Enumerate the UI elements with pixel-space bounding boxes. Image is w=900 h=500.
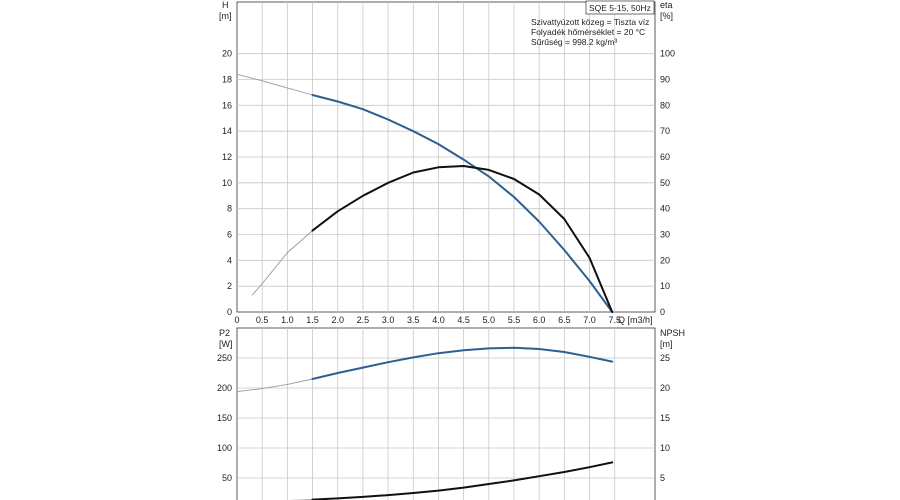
bottom-series: [237, 348, 612, 500]
bottom-y-right-label-2: [m]: [660, 339, 673, 349]
annotation-temperature: Folyadék hőmérséklet = 20 °C: [531, 27, 645, 37]
annotation-density: Sűrűség = 998.2 kg/m³: [531, 37, 617, 47]
x-tick-label: 1.5: [306, 315, 319, 325]
y-right-tick-label: 50: [660, 178, 670, 188]
bottom-y-left-label-2: [W]: [219, 339, 233, 349]
series-line-top-0: [313, 95, 613, 312]
y-right-tick-label: 100: [660, 49, 675, 59]
bottom-y-right-label-1: NPSH: [660, 328, 685, 338]
y-left-tick-label: 6: [227, 230, 232, 240]
y-right-tick-label: 40: [660, 204, 670, 214]
bottom-grid: [237, 328, 655, 500]
y-right-tick-label: 5: [660, 473, 665, 483]
top-x-axis-label: Q [m3/h]: [618, 315, 653, 325]
top-y-right-label-1: eta: [660, 0, 673, 10]
y-right-tick-label: 25: [660, 353, 670, 363]
bottom-plot-frame: [237, 328, 655, 500]
y-right-tick-label: 60: [660, 152, 670, 162]
y-left-tick-label: 250: [217, 353, 232, 363]
x-tick-label: 4.0: [432, 315, 445, 325]
y-left-tick-label: 8: [227, 204, 232, 214]
x-tick-label: 2.5: [357, 315, 370, 325]
x-tick-label: 2.0: [331, 315, 344, 325]
x-tick-label: 7.0: [583, 315, 596, 325]
y-right-tick-label: 80: [660, 100, 670, 110]
x-tick-label: 0: [234, 315, 239, 325]
y-right-tick-label: 20: [660, 255, 670, 265]
y-right-tick-label: 20: [660, 383, 670, 393]
x-tick-label: 3.5: [407, 315, 420, 325]
y-left-tick-label: 100: [217, 443, 232, 453]
chart-title: SQE 5-15, 50Hz: [589, 3, 651, 13]
series-line-thin-top-0: [237, 74, 313, 95]
top-series: [237, 74, 612, 312]
y-left-tick-label: 10: [222, 178, 232, 188]
series-line-bottom-1: [313, 462, 613, 499]
y-left-tick-label: 4: [227, 255, 232, 265]
top-y-right-ticks: 0 10 20 30 40 50 60 70 80 90 100: [660, 49, 675, 317]
series-line-thin-top-1: [252, 231, 312, 296]
y-left-tick-label: 2: [227, 281, 232, 291]
top-y-right-label-2: [%]: [660, 11, 673, 21]
top-panel: 0 0.5 1.0 1.5 2.0 2.5 3.0 3.5 4.0 4.5 5.0 5.5 6.0 6.5…: [219, 0, 675, 325]
x-tick-label: 6.5: [558, 315, 571, 325]
y-left-tick-label: 16: [222, 100, 232, 110]
x-tick-label: 5.0: [483, 315, 496, 325]
x-tick-label: 6.0: [533, 315, 546, 325]
bottom-y-left-ticks: 050100150200250: [217, 353, 232, 500]
series-line-bottom-0: [313, 348, 613, 379]
y-left-tick-label: 150: [217, 413, 232, 423]
y-left-tick-label: 50: [222, 473, 232, 483]
x-tick-label: 5.5: [508, 315, 521, 325]
y-left-tick-label: 20: [222, 49, 232, 59]
y-left-tick-label: 18: [222, 75, 232, 85]
annotation-fluid: Szivattyúzott közeg = Tiszta víz: [531, 17, 649, 27]
top-y-left-ticks: 0 2 4 6 8 10 12 14 16 18 20: [222, 49, 232, 317]
y-right-tick-label: 0: [660, 307, 665, 317]
y-right-tick-label: 90: [660, 75, 670, 85]
y-left-tick-label: 0: [227, 307, 232, 317]
y-right-tick-label: 10: [660, 443, 670, 453]
series-line-top-1: [313, 166, 613, 312]
y-right-tick-label: 70: [660, 126, 670, 136]
x-tick-label: 0.5: [256, 315, 269, 325]
x-tick-label: 1.0: [281, 315, 294, 325]
y-right-tick-label: 15: [660, 413, 670, 423]
y-right-tick-label: 10: [660, 281, 670, 291]
x-tick-label: 3.0: [382, 315, 395, 325]
top-y-left-label-2: [m]: [219, 11, 232, 21]
y-left-tick-label: 200: [217, 383, 232, 393]
y-right-tick-label: 30: [660, 230, 670, 240]
bottom-y-left-label-1: P2: [219, 328, 230, 338]
series-line-thin-bottom-0: [237, 379, 313, 392]
y-left-tick-label: 14: [222, 126, 232, 136]
y-left-tick-label: 12: [222, 152, 232, 162]
x-tick-label: 4.5: [457, 315, 470, 325]
top-y-left-label-1: H: [222, 0, 229, 10]
top-x-ticks: 0 0.5 1.0 1.5 2.0 2.5 3.0 3.5 4.0 4.5 5.0 5.5 6.0 6.5…: [234, 315, 620, 325]
